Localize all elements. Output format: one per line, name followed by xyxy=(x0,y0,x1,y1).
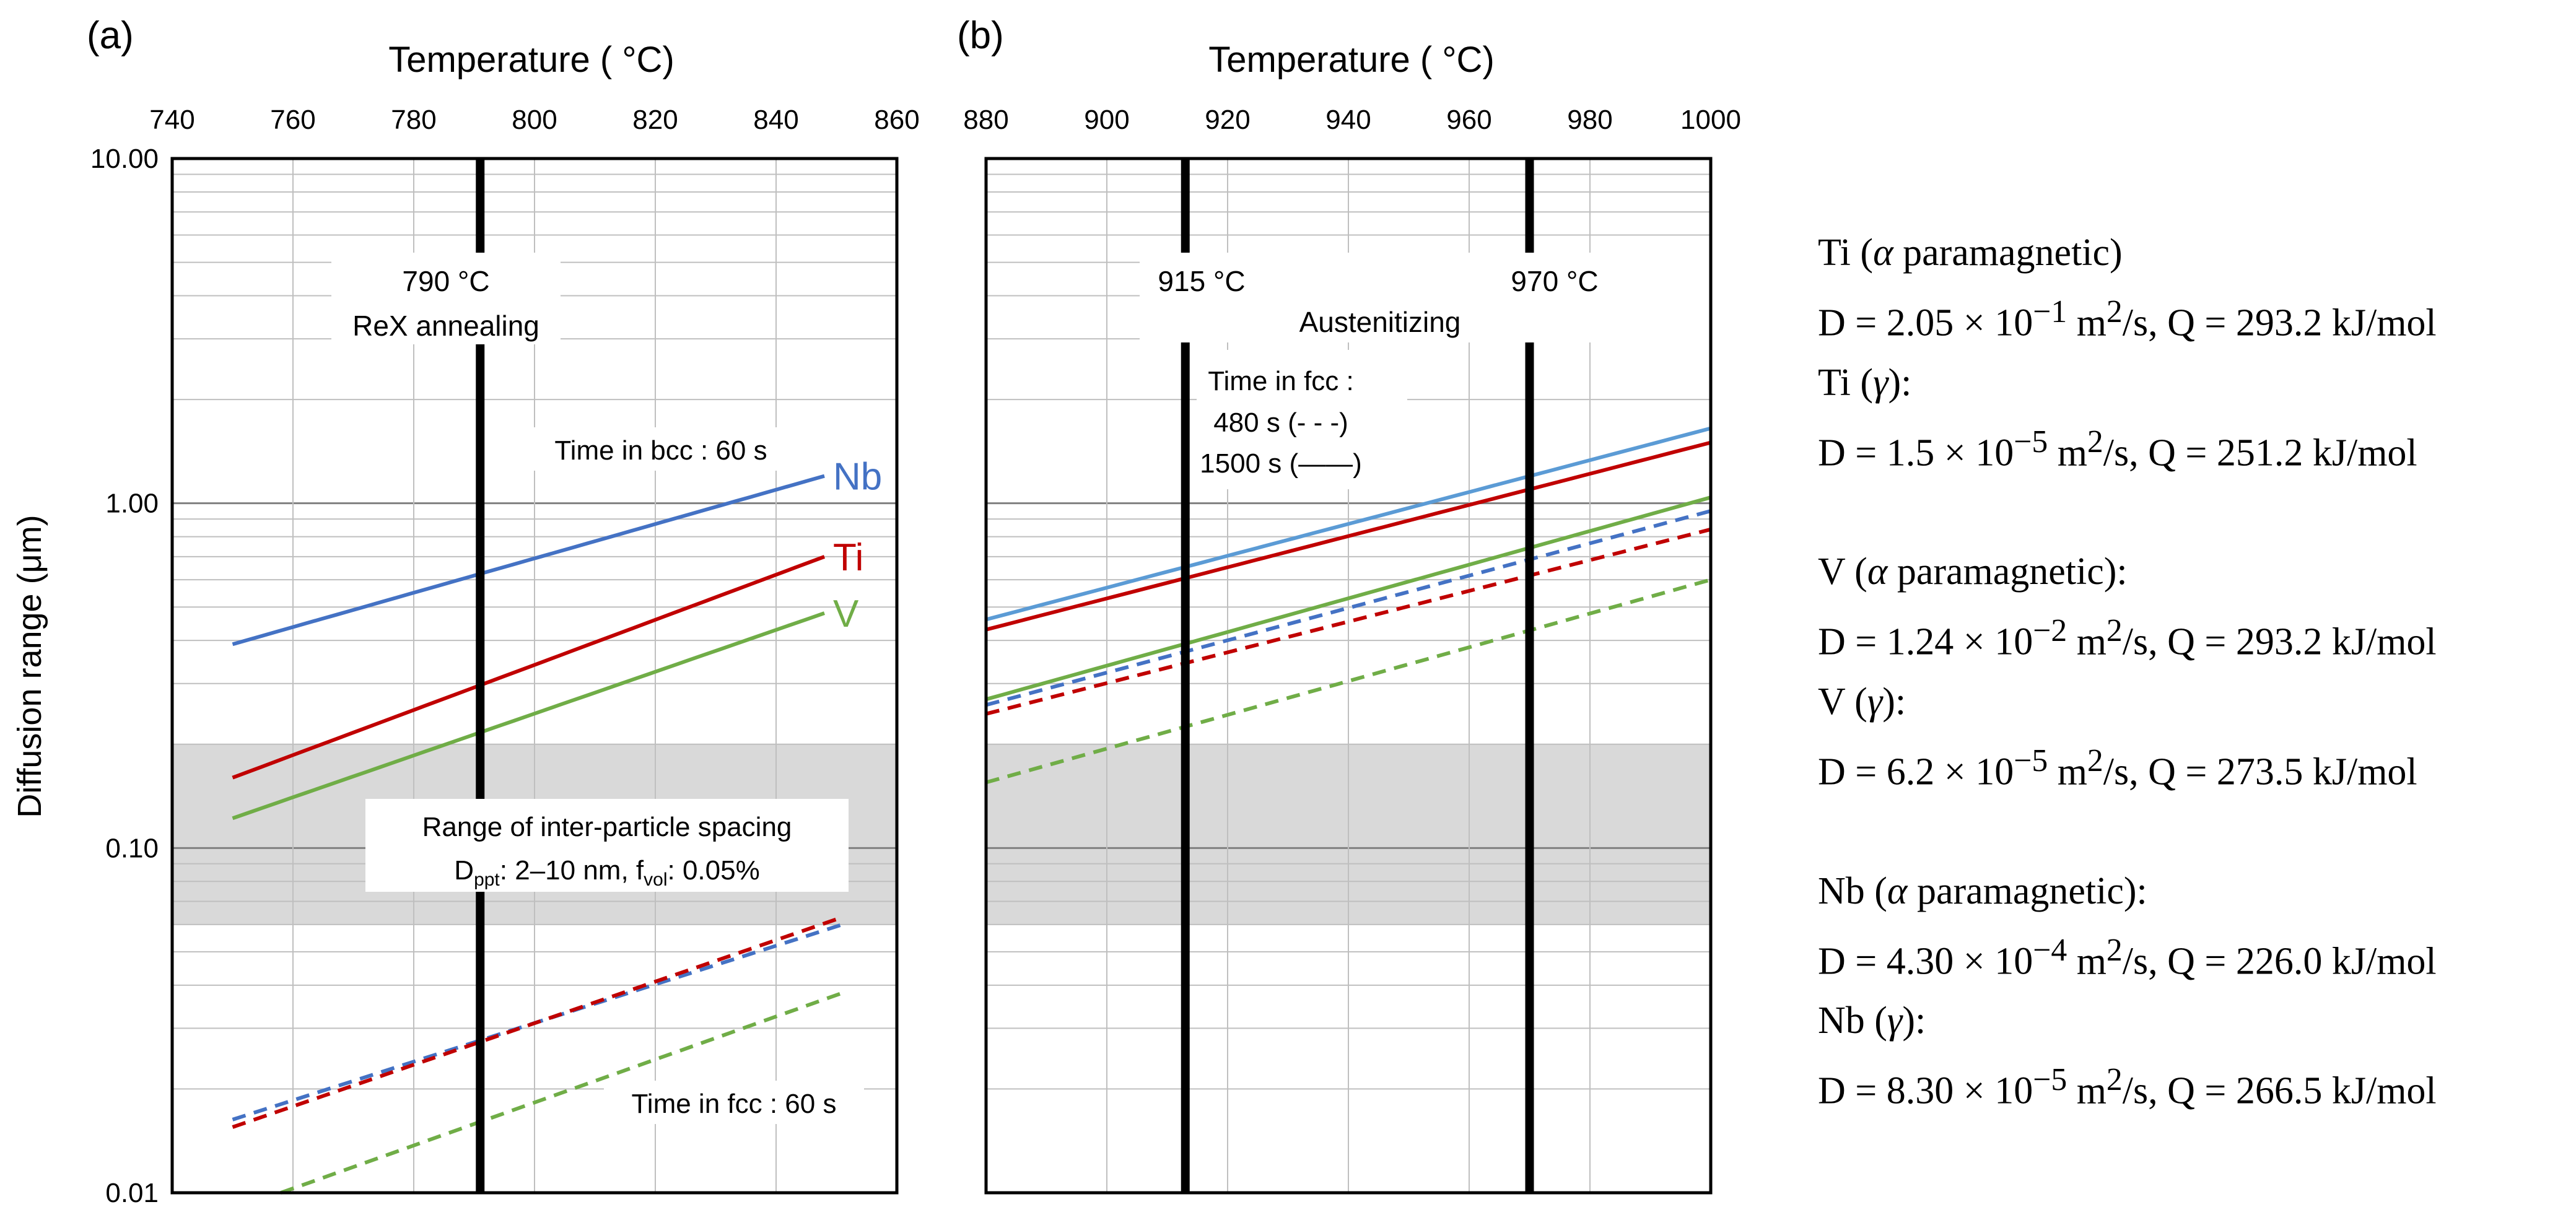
x-tick-label: 760 xyxy=(270,105,315,135)
panel-a-x-axis-title: Temperature ( °C) xyxy=(388,40,675,80)
nb-alpha-heading: Nb (α paramagnetic): xyxy=(1818,869,2147,912)
series-line-v-1500-s xyxy=(985,495,1711,702)
rex-label-box xyxy=(331,253,561,344)
y-axis-title: Diffusion range (μm) xyxy=(11,515,48,817)
x-tick-label: 980 xyxy=(1567,105,1612,135)
v-gamma-heading: V (γ): xyxy=(1818,680,1906,723)
panel-b-x-ticks: 880 900 920 940 960 980 1000 xyxy=(963,105,1741,135)
x-tick-label: 920 xyxy=(1205,105,1250,135)
fcc-time-title: Time in fcc : xyxy=(1208,366,1354,396)
panel-a-x-ticks: 740 760 780 800 820 840 860 xyxy=(149,105,919,135)
band-label-line2: Dppt: 2–10 nm, fvol: 0.05% xyxy=(454,855,759,890)
panel-b: (b) Temperature ( °C) 880 900 920 940 960 980… xyxy=(957,14,1759,1195)
austenitizing-label-box xyxy=(1140,253,1759,342)
y-tick-label: 0.10 xyxy=(105,833,159,863)
series-label-v: V xyxy=(833,593,859,635)
series-line-v-fcc- xyxy=(280,991,844,1195)
x-tick-label: 860 xyxy=(874,105,919,135)
fcc-time-480: 480 s (- - -) xyxy=(1213,407,1348,438)
band-label-line1: Range of inter-particle spacing xyxy=(422,812,792,842)
band-label-box xyxy=(365,799,849,892)
rex-label-text: ReX annealing xyxy=(352,310,539,342)
panel-b-x-axis-title: Temperature ( °C) xyxy=(1208,40,1495,80)
ti-alpha-heading: Ti (α paramagnetic) xyxy=(1818,232,2123,274)
nb-gamma-heading: Nb (γ): xyxy=(1818,1000,1926,1042)
panel-a: (a) Temperature ( °C) Diffusion range (μ… xyxy=(11,14,920,1208)
series-line-nb xyxy=(232,474,825,647)
bcc-label-box xyxy=(526,427,811,471)
y-tick-label: 10.00 xyxy=(90,144,159,174)
nb-parameters: Nb (α paramagnetic): D = 4.30 × 10−4 m2/… xyxy=(1818,861,2570,1121)
panel-a-frame xyxy=(170,157,899,1195)
ti-alpha-values: D = 2.05 × 10−1 m2/s, Q = 293.2 kJ/mol xyxy=(1818,294,2437,344)
series-label-nb: Nb xyxy=(833,456,882,499)
panel-b-series xyxy=(985,426,1711,785)
nb-gamma-values: D = 8.30 × 10−5 m2/s, Q = 266.5 kJ/mol xyxy=(1818,1062,2437,1112)
nb-alpha-values: D = 4.30 × 10−4 m2/s, Q = 226.0 kJ/mol xyxy=(1818,932,2437,983)
series-line-v-480-s xyxy=(985,578,1711,785)
x-tick-label: 780 xyxy=(391,105,436,135)
series-line-nb-480-s xyxy=(985,509,1711,707)
series-label-ti: Ti xyxy=(833,536,863,579)
label-970: 970 °C xyxy=(1511,265,1598,297)
ti-gamma-values: D = 1.5 × 10−5 m2/s, Q = 251.2 kJ/mol xyxy=(1818,424,2417,474)
x-tick-label: 840 xyxy=(753,105,798,135)
series-line-ti-480-s xyxy=(985,527,1711,716)
ti-gamma-heading: Ti (γ): xyxy=(1818,361,1912,404)
series-line-v xyxy=(232,611,825,821)
ti-parameters: Ti (α paramagnetic) D = 2.05 × 10−1 m2/s… xyxy=(1818,223,2570,482)
v-parameters: V (α paramagnetic): D = 1.24 × 10−2 m2/s… xyxy=(1818,542,2570,801)
fcc-time-1500: 1500 s (——) xyxy=(1200,448,1362,479)
x-tick-label: 940 xyxy=(1325,105,1371,135)
panel-b-frame xyxy=(984,157,1713,1195)
x-tick-label: 880 xyxy=(963,105,1008,135)
v-alpha-heading: V (α paramagnetic): xyxy=(1818,551,2128,593)
v-gamma-values: D = 6.2 × 10−5 m2/s, Q = 273.5 kJ/mol xyxy=(1818,743,2417,793)
fcc-time-label: Time in fcc : 60 s xyxy=(632,1089,837,1119)
y-tick-label: 1.00 xyxy=(105,489,159,519)
x-tick-label: 1000 xyxy=(1680,105,1741,135)
series-line-ti-fcc- xyxy=(232,915,844,1129)
fcc-label-box xyxy=(604,1081,864,1124)
panel-a-y-ticks: 10.00 1.00 0.10 0.01 xyxy=(90,144,159,1208)
panel-a-label: (a) xyxy=(87,14,134,57)
v-alpha-values: D = 1.24 × 10−2 m2/s, Q = 293.2 kJ/mol xyxy=(1818,613,2437,663)
series-line-ti-1500-s xyxy=(985,440,1711,632)
bcc-time-label: Time in bcc : 60 s xyxy=(554,435,767,466)
panel-b-label: (b) xyxy=(957,14,1004,57)
x-tick-label: 960 xyxy=(1446,105,1491,135)
rex-label-temp: 790 °C xyxy=(402,265,489,297)
x-tick-label: 740 xyxy=(149,105,194,135)
diffusion-parameters: Ti (α paramagnetic) D = 2.05 × 10−1 m2/s… xyxy=(1818,223,2570,1180)
x-tick-label: 900 xyxy=(1084,105,1129,135)
series-line-ti xyxy=(232,555,826,780)
austenitizing-label: Austenitizing xyxy=(1299,306,1461,338)
series-line-nb-1500-s xyxy=(985,426,1711,622)
x-tick-label: 800 xyxy=(512,105,557,135)
y-tick-label: 0.01 xyxy=(105,1178,159,1208)
label-915: 915 °C xyxy=(1158,265,1245,297)
fcc-time-box xyxy=(1197,350,1407,489)
x-tick-label: 820 xyxy=(632,105,678,135)
panel-a-series xyxy=(232,474,844,1195)
